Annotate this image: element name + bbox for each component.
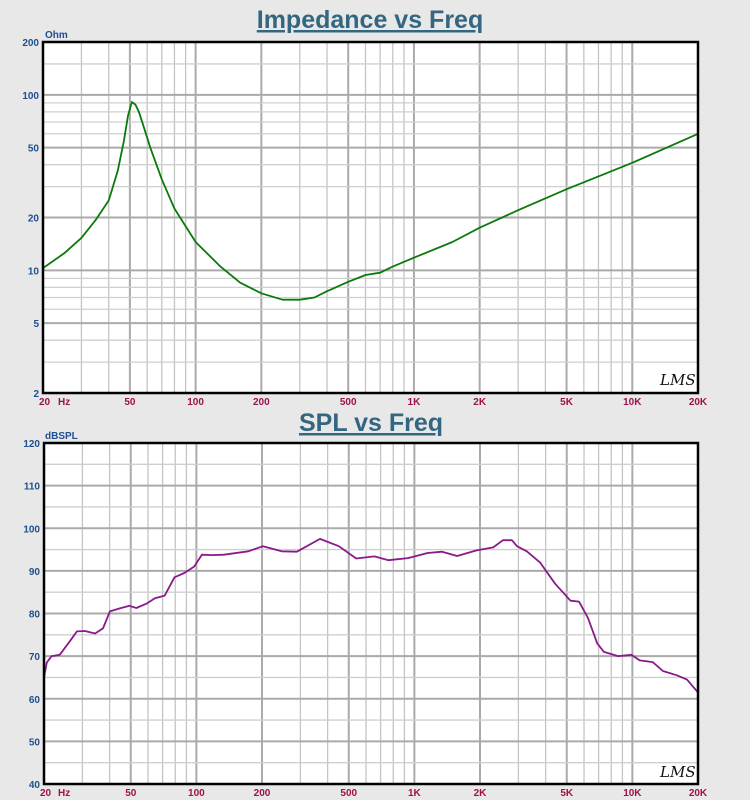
impedance-x-tick-label: 20K — [689, 397, 708, 408]
spl-y-tick-label: 100 — [23, 524, 40, 535]
spl-chart: 40 50 60 70 80 90 100 110 120 20 50 100 200 500 1K 2K 5K… — [23, 409, 708, 799]
spl-plot-frame — [42, 441, 700, 786]
spl-chart-title: SPL vs Freq — [299, 409, 443, 437]
impedance-y-unit: Ohm — [45, 30, 68, 41]
impedance-x-tick-label: 50 — [124, 397, 136, 408]
impedance-y-tick-label: 50 — [28, 144, 40, 155]
spl-x-tick-label: 20K — [689, 788, 708, 799]
spl-x-tick-label: 100 — [188, 788, 205, 799]
impedance-y-tick-label: 10 — [28, 266, 40, 277]
spl-y-tick-label: 60 — [29, 695, 41, 706]
impedance-x-tick-label: 500 — [340, 397, 357, 408]
impedance-x-tick-label: 100 — [187, 397, 204, 408]
spl-x-tick-label: 5K — [560, 788, 574, 799]
impedance-x-tick-label: 10K — [623, 397, 642, 408]
impedance-y-tick-label: 20 — [28, 214, 40, 225]
lms-logo: LMS — [659, 371, 696, 389]
spl-x-unit: Hz — [58, 788, 70, 799]
impedance-x-tick-label: 1K — [408, 397, 422, 408]
spl-y-unit: dBSPL — [45, 431, 78, 442]
spl-y-tick-label: 50 — [29, 737, 41, 748]
impedance-x-tick-label: 20 — [39, 397, 51, 408]
spl-y-tick-label: 40 — [29, 780, 41, 791]
impedance-y-tick-label: 5 — [33, 319, 39, 330]
spl-x-tick-label: 10K — [623, 788, 642, 799]
spl-x-tick-label: 50 — [125, 788, 137, 799]
impedance-y-tick-label: 100 — [22, 91, 39, 102]
spl-grid — [43, 442, 699, 785]
impedance-grid — [42, 41, 699, 394]
impedance-chart-title: Impedance vs Freq — [257, 6, 483, 34]
impedance-x-tick-label: 200 — [253, 397, 270, 408]
impedance-y-tick-label: 200 — [22, 38, 39, 49]
spl-curve — [43, 538, 699, 693]
spl-y-tick-label: 120 — [23, 439, 40, 450]
spl-x-tick-label: 200 — [254, 788, 271, 799]
impedance-x-tick-label: 2K — [473, 397, 487, 408]
impedance-chart: 2 5 10 20 50 100 200 20 50 100 200 500 1K 2K 5K 10K 20K I… — [22, 6, 708, 408]
impedance-plot-frame — [41, 40, 700, 395]
lms-logo: LMS — [659, 763, 696, 781]
spl-y-tick-label: 80 — [29, 610, 41, 621]
spl-x-tick-label: 500 — [340, 788, 357, 799]
spl-y-tick-label: 110 — [24, 482, 41, 493]
spl-x-tick-label: 1K — [408, 788, 422, 799]
spl-y-tick-label: 90 — [29, 567, 41, 578]
spl-x-tick-label: 20 — [40, 788, 52, 799]
impedance-y-tick-label: 2 — [33, 389, 39, 400]
impedance-curve — [42, 101, 699, 301]
spl-x-tick-label: 2K — [474, 788, 488, 799]
spl-y-tick-label: 70 — [29, 652, 41, 663]
impedance-x-tick-label: 5K — [560, 397, 574, 408]
impedance-x-unit: Hz — [58, 397, 70, 408]
